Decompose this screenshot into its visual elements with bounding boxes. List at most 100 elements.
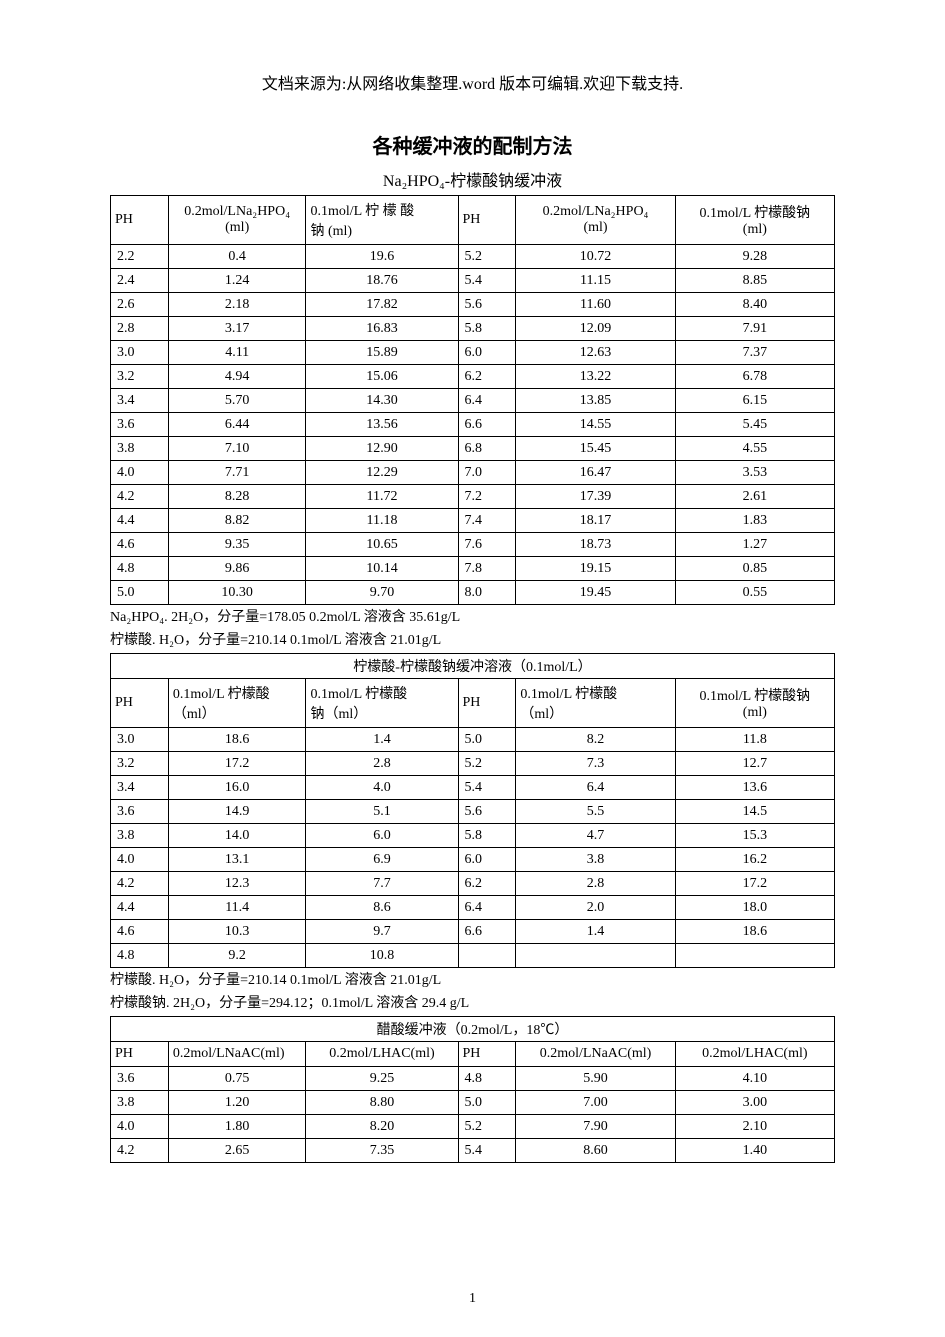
table-cell: 6.2 — [458, 872, 516, 896]
table-cell: 11.4 — [168, 896, 306, 920]
table-cell: 12.3 — [168, 872, 306, 896]
table-cell: 10.65 — [306, 533, 458, 557]
table3-title-row: 醋酸缓冲液（0.2mol/L，18℃） — [111, 1017, 835, 1042]
table-cell: 12.63 — [516, 341, 675, 365]
document-page: 文档来源为:从网络收集整理.word 版本可编辑.欢迎下载支持. 各种缓冲液的配… — [0, 0, 945, 1337]
table-cell: 1.40 — [675, 1139, 834, 1163]
table-row: 4.610.39.76.61.418.6 — [111, 920, 835, 944]
table-cell: 1.24 — [168, 269, 306, 293]
col-citric-right: 0.1mol/L 柠檬酸 （ml） — [516, 679, 675, 728]
table-cell: 3.8 — [111, 1091, 169, 1115]
table1-note-2: 柠檬酸. H₂O，分子量=210.14 0.1mol/L 溶液含 21.01g/… — [110, 630, 835, 651]
table-cell: 2.2 — [111, 245, 169, 269]
table-cell: 18.6 — [168, 728, 306, 752]
table2-header-row: PH 0.1mol/L 柠檬酸 （ml） 0.1mol/L 柠檬酸 钠（ml） … — [111, 679, 835, 728]
table-cell: 5.8 — [458, 824, 516, 848]
table-cell: 2.0 — [516, 896, 675, 920]
table-cell: 13.1 — [168, 848, 306, 872]
table-row: 3.45.7014.306.413.856.15 — [111, 389, 835, 413]
table-cell: 10.30 — [168, 581, 306, 605]
table-cell: 1.4 — [516, 920, 675, 944]
table-cell: 3.4 — [111, 776, 169, 800]
table1-title: Na₂HPO₄-柠檬酸钠缓冲液 — [110, 167, 835, 191]
table-cell: 4.10 — [675, 1067, 834, 1091]
table-cell: 14.0 — [168, 824, 306, 848]
table-cell: 10.3 — [168, 920, 306, 944]
table-cell: 15.06 — [306, 365, 458, 389]
table-cell: 6.9 — [306, 848, 458, 872]
table-row: 4.89.8610.147.819.150.85 — [111, 557, 835, 581]
table-cell: 5.45 — [675, 413, 834, 437]
table-cell: 5.1 — [306, 800, 458, 824]
table-cell: 11.72 — [306, 485, 458, 509]
table-row: 3.814.06.05.84.715.3 — [111, 824, 835, 848]
table-cell: 16.47 — [516, 461, 675, 485]
table-cell: 3.17 — [168, 317, 306, 341]
table-cell: 3.8 — [516, 848, 675, 872]
table-cell: 5.4 — [458, 1139, 516, 1163]
table-cell: 14.9 — [168, 800, 306, 824]
table-cell: 4.6 — [111, 533, 169, 557]
table-cell: 14.5 — [675, 800, 834, 824]
table-cell: 8.28 — [168, 485, 306, 509]
col-ph-right: PH — [458, 1042, 516, 1067]
table-cell: 5.0 — [458, 728, 516, 752]
table-cell: 8.0 — [458, 581, 516, 605]
table-cell: 18.17 — [516, 509, 675, 533]
table-cell: 10.72 — [516, 245, 675, 269]
table-cell: 0.55 — [675, 581, 834, 605]
table-cell: 8.85 — [675, 269, 834, 293]
table-cell: 7.6 — [458, 533, 516, 557]
table1: PH 0.2mol/LNa₂HPO₄ (ml) 0.1mol/L 柠 檬 酸 钠… — [110, 195, 835, 605]
table-cell: 18.0 — [675, 896, 834, 920]
table-cell: 6.4 — [516, 776, 675, 800]
table-cell: 2.18 — [168, 293, 306, 317]
hdr-text: 0.2mol/LNa₂HPO₄ — [184, 204, 290, 219]
col-citrate-left: 0.1mol/L 柠檬酸 钠（ml） — [306, 679, 458, 728]
table-cell: 3.00 — [675, 1091, 834, 1115]
table-cell: 8.20 — [306, 1115, 458, 1139]
col-ph-left: PH — [111, 679, 169, 728]
table-cell: 5.4 — [458, 776, 516, 800]
table-cell: 1.4 — [306, 728, 458, 752]
table-cell: 2.4 — [111, 269, 169, 293]
hdr-text: 0.1mol/L 柠檬酸 — [173, 687, 270, 702]
table-cell: 12.90 — [306, 437, 458, 461]
hdr-text: (ml) — [225, 220, 249, 235]
table-cell: 6.2 — [458, 365, 516, 389]
table-row: 3.614.95.15.65.514.5 — [111, 800, 835, 824]
table-row: 4.212.37.76.22.817.2 — [111, 872, 835, 896]
table-cell: 14.30 — [306, 389, 458, 413]
table-cell: 4.55 — [675, 437, 834, 461]
table-cell: 8.40 — [675, 293, 834, 317]
table-cell: 4.8 — [458, 1067, 516, 1091]
table-cell: 17.39 — [516, 485, 675, 509]
table-cell: 3.8 — [111, 824, 169, 848]
table-row: 4.01.808.205.27.902.10 — [111, 1115, 835, 1139]
table-cell: 15.3 — [675, 824, 834, 848]
table-cell: 5.6 — [458, 293, 516, 317]
hdr-text: 0.1mol/L 柠 檬 酸 — [310, 204, 414, 219]
source-note: 文档来源为:从网络收集整理.word 版本可编辑.欢迎下载支持. — [110, 70, 835, 94]
table-row: 3.416.04.05.46.413.6 — [111, 776, 835, 800]
table-cell: 15.45 — [516, 437, 675, 461]
table-cell: 5.2 — [458, 1115, 516, 1139]
table-cell: 5.90 — [516, 1067, 675, 1091]
table-cell: 5.2 — [458, 752, 516, 776]
table-cell: 11.8 — [675, 728, 834, 752]
table-cell: 5.6 — [458, 800, 516, 824]
table-cell: 7.0 — [458, 461, 516, 485]
main-title: 各种缓冲液的配制方法 — [110, 130, 835, 159]
table-cell: 6.6 — [458, 920, 516, 944]
table-cell: 5.0 — [111, 581, 169, 605]
col-na2hpo4-left: 0.2mol/LNa₂HPO₄ (ml) — [168, 196, 306, 245]
table-cell: 4.11 — [168, 341, 306, 365]
table-cell: 16.0 — [168, 776, 306, 800]
table-cell: 8.2 — [516, 728, 675, 752]
table-cell: 19.6 — [306, 245, 458, 269]
table-cell: 7.37 — [675, 341, 834, 365]
table-cell: 3.2 — [111, 752, 169, 776]
table-cell: 4.2 — [111, 1139, 169, 1163]
table-cell: 3.8 — [111, 437, 169, 461]
table-row: 3.66.4413.566.614.555.45 — [111, 413, 835, 437]
